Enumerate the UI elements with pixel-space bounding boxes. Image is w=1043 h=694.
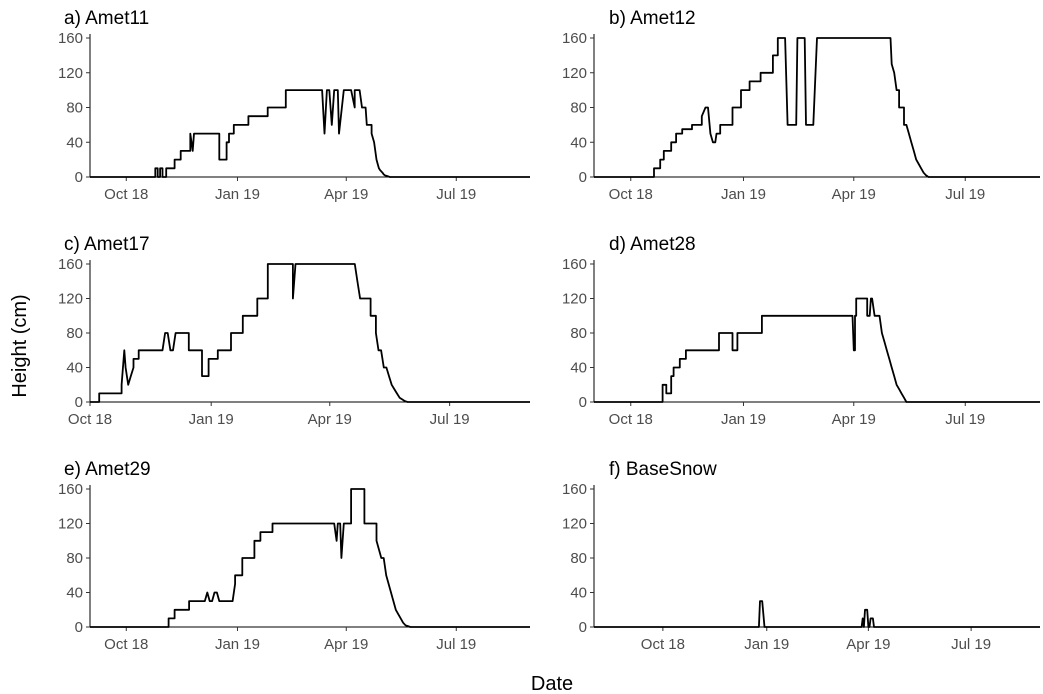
y-tick-label: 160 — [562, 481, 587, 498]
x-tick-label: Oct 18 — [104, 186, 148, 203]
x-tick-label: Oct 18 — [104, 636, 148, 653]
x-tick-label: Jan 19 — [721, 411, 766, 428]
y-tick-label: 80 — [570, 550, 587, 567]
x-tick-label: Apr 19 — [846, 636, 890, 653]
y-tick-label: 80 — [66, 550, 83, 567]
y-tick-label: 0 — [579, 619, 587, 636]
x-tick-label: Apr 19 — [324, 636, 368, 653]
y-tick-label: 0 — [75, 169, 83, 186]
y-tick-label: 40 — [570, 360, 587, 377]
y-tick-label: 160 — [58, 256, 83, 273]
chart-panels: a) Amet11 0 40 80 120 160 Oct 18 Jan 19 Apr 19 Ju… — [58, 8, 1040, 653]
panel-4: d) Amet28 0 40 80 120 160 Oct 18 Jan 19 Apr 19 Ju… — [562, 234, 1040, 428]
y-tick-label: 120 — [58, 516, 83, 533]
panel-title: a) Amet11 — [64, 8, 149, 29]
y-tick-label: 80 — [66, 325, 83, 342]
x-tick-label: Oct 18 — [641, 636, 685, 653]
y-tick-label: 120 — [58, 65, 83, 82]
panel-2: b) Amet12 0 40 80 120 160 Oct 18 Jan 19 Apr 19 Ju… — [562, 8, 1040, 203]
y-tick-label: 160 — [58, 481, 83, 498]
y-tick-label: 0 — [579, 394, 587, 411]
y-tick-label: 160 — [58, 30, 83, 47]
y-tick-label: 160 — [562, 30, 587, 47]
x-tick-label: Jul 19 — [945, 411, 985, 428]
x-tick-label: Jan 19 — [215, 186, 260, 203]
x-tick-label: Apr 19 — [324, 186, 368, 203]
y-tick-label: 80 — [570, 325, 587, 342]
x-tick-label: Jan 19 — [189, 411, 234, 428]
x-tick-label: Apr 19 — [832, 411, 876, 428]
panel-3: c) Amet17 0 40 80 120 160 Oct 18 Jan 19 Apr 19 Ju… — [58, 234, 530, 428]
y-tick-label: 40 — [570, 134, 587, 151]
panel-title: d) Amet28 — [609, 234, 696, 255]
y-axis-title: Height (cm) — [9, 294, 31, 397]
y-tick-label: 0 — [75, 619, 83, 636]
y-tick-label: 40 — [66, 585, 83, 602]
y-tick-label: 80 — [66, 100, 83, 117]
snow-height-line — [90, 488, 530, 628]
y-tick-label: 160 — [562, 256, 587, 273]
x-tick-label: Oct 18 — [68, 411, 112, 428]
x-tick-label: Jan 19 — [215, 636, 260, 653]
panel-title: c) Amet17 — [64, 234, 150, 255]
x-axis-title: Date — [531, 673, 573, 694]
y-tick-label: 40 — [570, 585, 587, 602]
y-tick-label: 0 — [579, 169, 587, 186]
x-tick-label: Jul 19 — [430, 411, 470, 428]
x-tick-label: Apr 19 — [308, 411, 352, 428]
x-tick-label: Oct 18 — [609, 411, 653, 428]
snow-height-line — [90, 89, 530, 178]
panel-5: e) Amet29 0 40 80 120 160 Oct 18 Jan 19 Apr 19 Ju… — [58, 459, 530, 653]
y-tick-label: 120 — [562, 65, 587, 82]
panel-title: e) Amet29 — [64, 459, 151, 480]
snow-height-line — [90, 263, 530, 403]
y-tick-label: 80 — [570, 100, 587, 117]
panel-title: f) BaseSnow — [609, 459, 717, 480]
y-tick-label: 40 — [66, 134, 83, 151]
x-tick-label: Jan 19 — [744, 636, 789, 653]
panel-6: f) BaseSnow 0 40 80 120 160 Oct 18 Jan 19 Apr 19… — [562, 459, 1040, 653]
x-tick-label: Jul 19 — [945, 186, 985, 203]
x-tick-label: Jul 19 — [951, 636, 991, 653]
y-tick-label: 40 — [66, 360, 83, 377]
x-tick-label: Apr 19 — [832, 186, 876, 203]
x-tick-label: Jan 19 — [721, 186, 766, 203]
snow-height-line — [594, 37, 1040, 178]
x-tick-label: Jul 19 — [436, 636, 476, 653]
y-tick-label: 120 — [562, 291, 587, 308]
x-tick-label: Jul 19 — [436, 186, 476, 203]
x-tick-label: Oct 18 — [609, 186, 653, 203]
y-tick-label: 0 — [75, 394, 83, 411]
y-tick-label: 120 — [58, 291, 83, 308]
snow-height-line — [594, 297, 1040, 403]
panel-1: a) Amet11 0 40 80 120 160 Oct 18 Jan 19 Apr 19 Ju… — [58, 8, 530, 203]
y-tick-label: 120 — [562, 516, 587, 533]
snow-height-line — [594, 600, 1040, 628]
panel-title: b) Amet12 — [609, 8, 696, 29]
